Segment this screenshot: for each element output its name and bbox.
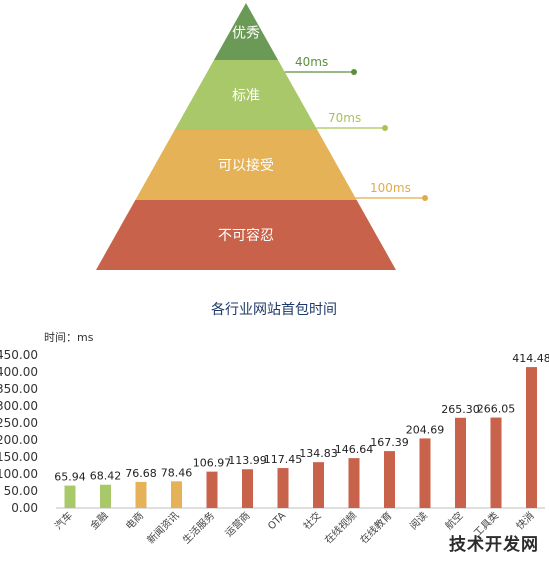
threshold-dot <box>351 69 357 75</box>
bar-value-label: 68.42 <box>90 470 122 483</box>
x-tick-label: OTA <box>266 510 288 532</box>
y-axis-ticks: 0.00 50.00 100.00 150.00 200.00 250.00 300.00 3… <box>0 348 38 515</box>
x-tick-label: 阅读 <box>407 509 430 532</box>
pyramid-level-label: 不可容忍 <box>218 227 274 244</box>
data-labels: 65.94 68.42 76.68 78.46106.97113.99117.4513… <box>54 352 549 484</box>
bar-value-label: 266.05 <box>477 403 516 416</box>
threshold-dot <box>422 195 428 201</box>
y-tick-label: 250.00 <box>0 416 38 430</box>
pyramid-level-1 <box>213 3 279 60</box>
bar <box>348 458 360 508</box>
x-tick-label: 汽车 <box>52 509 75 532</box>
bar <box>64 485 76 508</box>
bar <box>171 481 182 508</box>
watermark-text: 技术开发网 <box>449 535 539 555</box>
pyramid-level-label: 优秀 <box>232 26 260 42</box>
bar-value-label: 167.39 <box>370 436 409 449</box>
chart-title: 各行业网站首包时间 <box>211 302 337 318</box>
bar <box>455 417 466 508</box>
y-tick-label: 300.00 <box>0 399 38 413</box>
x-tick-label: 金融 <box>87 509 110 532</box>
y-tick-label: 50.00 <box>4 484 38 498</box>
threshold-label: 100ms <box>370 181 411 195</box>
bar <box>277 468 289 508</box>
threshold-label: 70ms <box>328 111 361 125</box>
y-tick-label: 450.00 <box>0 348 38 362</box>
x-tick-label: 电商 <box>123 509 146 532</box>
bar-value-label: 204.69 <box>406 423 445 436</box>
bar-value-label: 146.64 <box>335 443 374 456</box>
x-tick-label: 运营商 <box>222 509 252 539</box>
bar-value-label: 265.30 <box>441 403 480 416</box>
bar <box>135 481 147 508</box>
y-axis-label: 时间：ms <box>44 331 94 344</box>
pyramid-level-4 <box>96 200 396 270</box>
bar-value-label: 76.68 <box>125 467 157 480</box>
bar-value-label: 414.48 <box>512 352 549 365</box>
bar <box>526 367 537 508</box>
x-tick-label: 新闻资讯 <box>144 509 181 546</box>
y-tick-label: 0.00 <box>11 501 38 515</box>
y-tick-label: 150.00 <box>0 450 38 464</box>
pyramid-level-label: 可以接受 <box>218 157 274 174</box>
bar-value-label: 134.83 <box>299 447 338 460</box>
x-tick-label: 在线教育 <box>357 509 394 546</box>
pyramid-level-3 <box>135 130 357 200</box>
x-tick-label: 航空 <box>442 509 465 532</box>
bar-series <box>64 367 537 508</box>
bar-value-label: 117.45 <box>264 453 303 466</box>
x-tick-label: 生活服务 <box>180 509 217 546</box>
threshold-label: 40ms <box>295 55 328 69</box>
y-tick-label: 400.00 <box>0 365 38 379</box>
bar <box>490 417 502 508</box>
bar-value-label: 78.46 <box>161 466 193 479</box>
y-tick-label: 350.00 <box>0 382 38 396</box>
y-tick-label: 200.00 <box>0 433 38 447</box>
bar <box>419 438 431 508</box>
pyramid-level-label: 标准 <box>232 88 260 104</box>
x-tick-label: 快消 <box>513 509 536 532</box>
bar <box>206 471 218 508</box>
y-tick-label: 100.00 <box>0 467 38 481</box>
bar <box>313 462 324 508</box>
pyramid-level-2 <box>174 60 318 130</box>
bar <box>242 469 253 508</box>
bar <box>100 484 111 508</box>
bar-value-label: 65.94 <box>54 471 86 484</box>
bar-value-label: 106.97 <box>193 457 232 470</box>
threshold-markers: 40ms 70ms 100ms <box>284 55 428 201</box>
bar-value-label: 113.99 <box>228 454 267 467</box>
x-tick-label: 在线视频 <box>322 509 359 546</box>
threshold-dot <box>382 125 388 131</box>
bar <box>384 451 395 508</box>
x-tick-label: 社交 <box>300 509 323 532</box>
